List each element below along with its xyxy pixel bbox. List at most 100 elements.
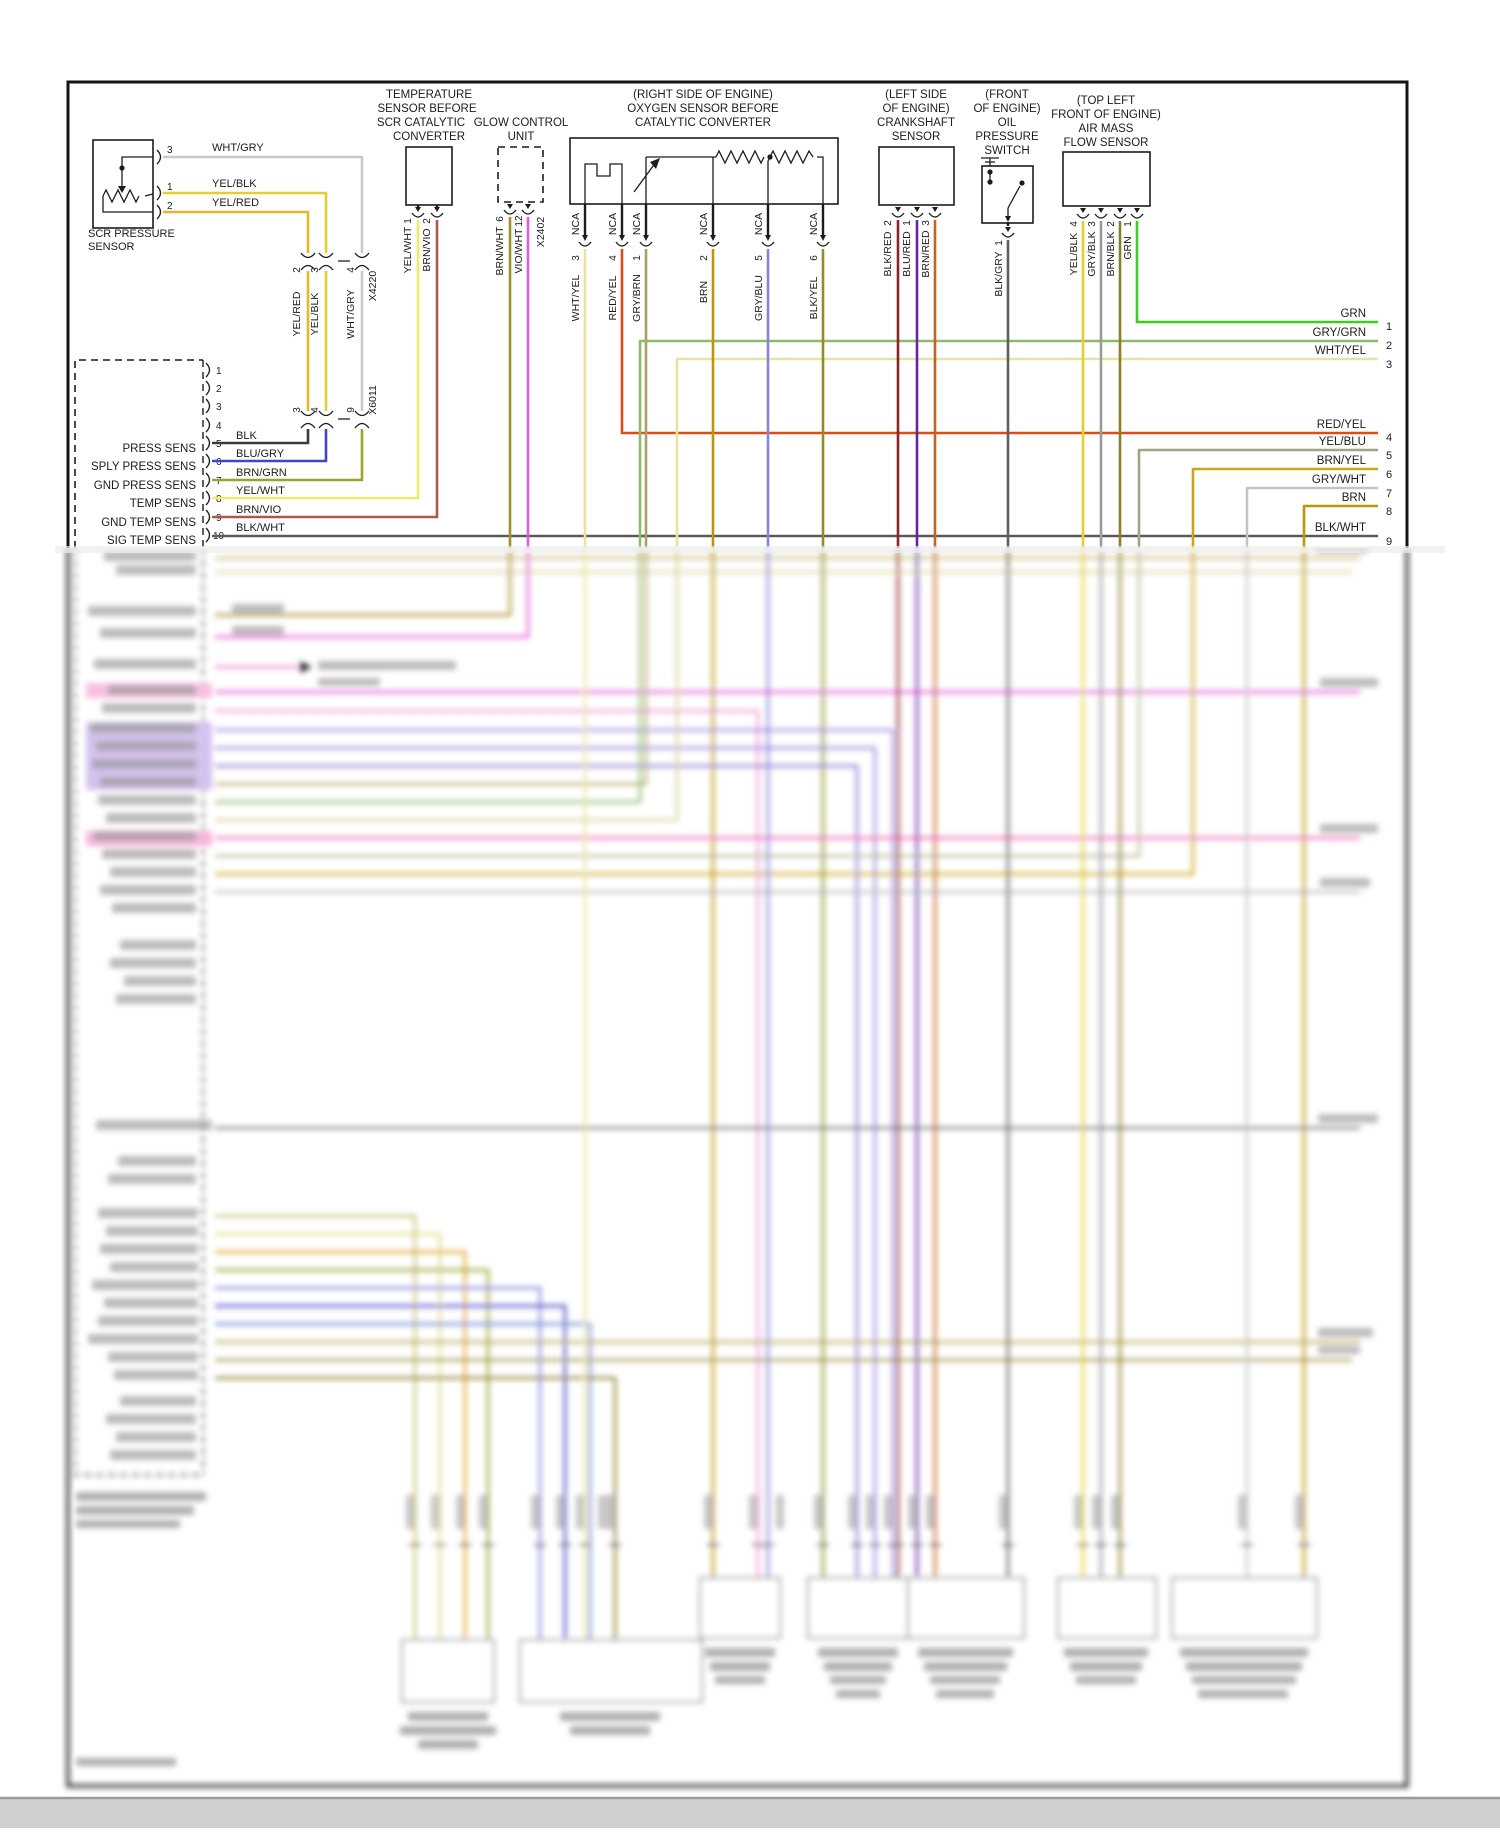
connector-x4220: 2 3 4 X4220 YEL/RED YEL/BLK WHT/GRY: [291, 252, 379, 339]
heater-element-symbol: [584, 163, 623, 204]
resistor-network: [646, 149, 824, 204]
wire-yel-wht: [212, 220, 420, 500]
wire-label: YEL/BLK: [1068, 233, 1080, 276]
wire-label: BLK/RED: [882, 231, 894, 276]
ecu-wire-label: BRN/VIO: [236, 504, 282, 516]
nca-label: NCA: [698, 213, 710, 235]
edge-number: 1: [1386, 321, 1392, 333]
wire-label: RED/YEL: [607, 275, 619, 320]
ecu-row-label: SIG TEMP SENS: [107, 535, 196, 547]
oil-pressure-switch: (FRONT OF ENGINE) OIL PRESSURE SWITCH 1 …: [973, 89, 1040, 297]
pin-number: 12: [514, 215, 525, 227]
wire-label: GRY/BRN: [631, 274, 643, 322]
edge-wire-label: BRN/YEL: [1317, 455, 1367, 467]
edge-wire-label: GRY/GRN: [1313, 327, 1366, 339]
edge-wire-label: YEL/BLU: [1319, 436, 1366, 448]
component-title: CRANKSHAFT: [877, 117, 955, 129]
component-title: PRESSURE: [975, 131, 1039, 143]
ecu-row-label: PRESS SENS: [123, 443, 197, 455]
pin-number: 5: [754, 255, 765, 261]
component-title: OF ENGINE): [882, 103, 949, 115]
wire-label: YEL/RED: [212, 197, 259, 209]
ecu-pin-number: 5: [216, 439, 222, 450]
wire-brn-2: [1302, 504, 1378, 548]
pin-number: 2: [1106, 221, 1117, 227]
pin-number: 9: [346, 407, 357, 413]
edge-number: 4: [1386, 432, 1392, 444]
wire-gry-grn: [638, 339, 1378, 548]
pin-number: 2: [883, 220, 894, 226]
edge-number: 3: [1386, 359, 1392, 371]
pin-number: 2: [422, 218, 433, 224]
component-title: FRONT OF ENGINE): [1051, 109, 1161, 121]
pin-number: 3: [1087, 221, 1098, 227]
temp-sensor-box: [405, 146, 453, 206]
wire-yel-red: [163, 210, 310, 253]
wire-label: WHT/GRY: [345, 289, 357, 338]
wire-label: BRN: [698, 281, 710, 303]
wire-grn: [1135, 221, 1378, 324]
nca-label: NCA: [570, 213, 582, 235]
ecu-row-label: GND PRESS SENS: [94, 480, 197, 492]
edge-number: 9: [1386, 536, 1392, 548]
crankshaft-sensor: (LEFT SIDE OF ENGINE) CRANKSHAFT SENSOR …: [877, 89, 955, 278]
wire-label: BLK/GRY: [993, 251, 1005, 296]
wire-label: BRN/VIO: [421, 228, 433, 271]
pin-number: 1: [632, 255, 643, 261]
pin-number: 1: [1123, 221, 1134, 227]
ecu-pin-number: 2: [216, 384, 222, 395]
right-edge-rows: GRN 1 GRY/GRN 2 WHT/YEL 3 RED/YEL 4 YEL/…: [1312, 308, 1392, 548]
wire-red-yel: [620, 249, 1378, 435]
wire-wht-yel-2: [675, 357, 1378, 548]
wire-label: GRN: [1122, 236, 1134, 259]
wire-label: WHT/GRY: [212, 142, 264, 154]
air-mass-flow-sensor-box: [1062, 151, 1151, 207]
ecu-connector: 1 2 3 4 5 6 7 8 9 10 PRESS SENS SPLY PRE…: [74, 359, 287, 548]
wire-blu-gry: [212, 429, 328, 463]
wires: [163, 155, 1378, 548]
pin-number: 4: [310, 407, 321, 413]
ecu-wire-label: BLK: [236, 430, 257, 442]
pin-number: 1: [403, 218, 414, 224]
wire-label: GRY/BLK: [1086, 231, 1098, 276]
component-title: UNIT: [508, 131, 535, 143]
wire-label: WHT/YEL: [570, 275, 582, 322]
glow-control-unit: GLOW CONTROL UNIT 6 12 X2402 BRN/WHT VIO…: [474, 117, 569, 276]
edge-number: 2: [1386, 340, 1392, 352]
wire-label: BRN/BLK: [1105, 232, 1117, 277]
edge-wire-label: GRN: [1340, 308, 1366, 320]
edge-number: 7: [1386, 488, 1392, 500]
component-title: OIL: [998, 117, 1017, 129]
pin-number: 4: [608, 255, 619, 261]
pin-number: 3: [167, 145, 173, 156]
sharp-section: 3 1 2 WHT/GRY YEL/BLK YEL/RED SCR PRESSU…: [66, 80, 1409, 548]
air-mass-flow-sensor: (TOP LEFT FRONT OF ENGINE) AIR MASS FLOW…: [1051, 95, 1161, 277]
oxygen-sensor-box: [569, 137, 839, 205]
edge-wire-label: BRN: [1342, 492, 1366, 504]
wire-brn-vio: [212, 220, 439, 519]
wire-wht-gry: [163, 155, 364, 253]
pin-number: 4: [346, 267, 357, 273]
wire-label: YEL/BLK: [309, 293, 321, 336]
oxygen-sensor: (RIGHT SIDE OF ENGINE) OXYGEN SENSOR BEF…: [569, 89, 839, 322]
ground-symbol: [981, 157, 999, 172]
wire-blk: [212, 429, 310, 445]
component-title: OXYGEN SENSOR BEFORE: [627, 103, 779, 115]
scr-pressure-sensor-box: [92, 139, 154, 229]
ecu-row-label: GND TEMP SENS: [101, 517, 196, 529]
pin-number: 3: [310, 267, 321, 273]
ecu-wire-label: BLU/GRY: [236, 448, 285, 460]
ecu-wire-label: BLK/WHT: [236, 522, 285, 534]
ecu-wire-label: YEL/WHT: [236, 485, 285, 497]
nca-label: NCA: [808, 213, 820, 235]
ecu-wire-label: BRN/GRN: [236, 467, 287, 479]
ecu-pin-number: 8: [216, 494, 222, 505]
component-title: SENSOR: [892, 131, 941, 143]
pin-number: 2: [167, 201, 173, 212]
ecu-pin-number: 6: [216, 457, 222, 468]
ecu-row-label: SPLY PRESS SENS: [91, 461, 196, 473]
pin-number: 1: [902, 220, 913, 226]
ecu-pin-number: 4: [216, 421, 222, 432]
nca-label: NCA: [607, 213, 619, 235]
